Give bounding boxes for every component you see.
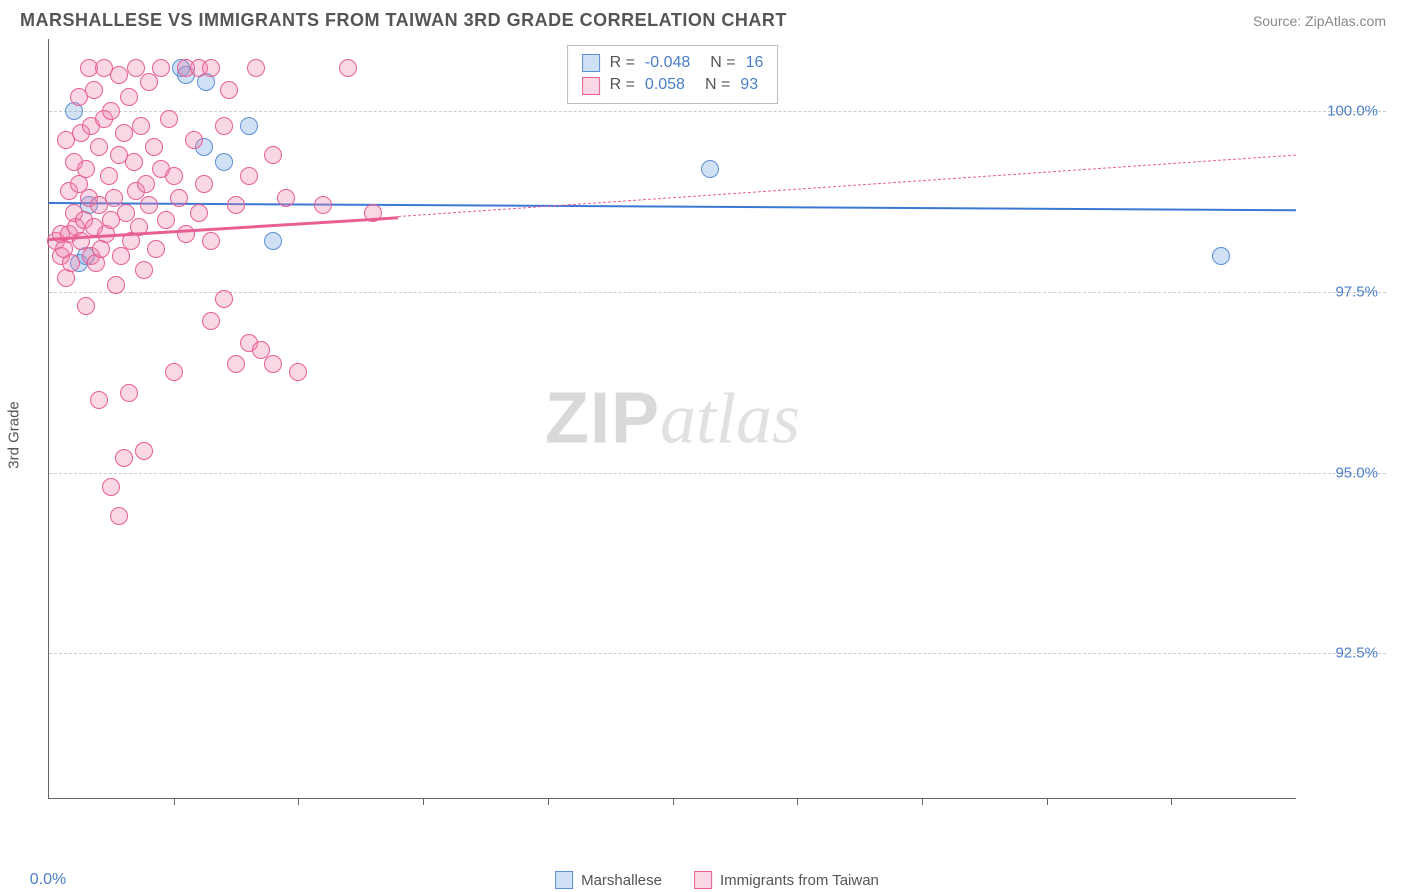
x-axis-min-label: 0.0% (30, 871, 66, 889)
gridline (49, 473, 1386, 474)
data-point (202, 59, 220, 77)
data-point (195, 175, 213, 193)
legend-item: Immigrants from Taiwan (694, 871, 879, 889)
data-point (165, 363, 183, 381)
data-point (202, 232, 220, 250)
plot-area: ZIPatlas R = -0.048N = 16R = 0.058N = 93… (48, 39, 1296, 799)
data-point (190, 204, 208, 222)
x-tick (298, 798, 299, 805)
data-point (289, 363, 307, 381)
source-label: Source: ZipAtlas.com (1253, 13, 1386, 29)
data-point (102, 478, 120, 496)
data-point (140, 73, 158, 91)
data-point (135, 261, 153, 279)
y-tick-label: 97.5% (1335, 284, 1378, 301)
data-point (100, 167, 118, 185)
data-point (152, 59, 170, 77)
data-point (277, 189, 295, 207)
data-point (339, 59, 357, 77)
y-tick-label: 95.0% (1335, 464, 1378, 481)
data-point (62, 254, 80, 272)
data-point (160, 110, 178, 128)
data-point (264, 146, 282, 164)
legend-item: Marshallese (555, 871, 662, 889)
data-point (1212, 247, 1230, 265)
data-point (115, 449, 133, 467)
data-point (102, 102, 120, 120)
data-point (120, 384, 138, 402)
data-point (314, 196, 332, 214)
data-point (85, 81, 103, 99)
x-tick (1171, 798, 1172, 805)
data-point (140, 196, 158, 214)
data-point (215, 153, 233, 171)
watermark: ZIPatlas (545, 377, 800, 460)
data-point (115, 124, 133, 142)
data-point (215, 290, 233, 308)
data-point (264, 355, 282, 373)
data-point (120, 88, 138, 106)
data-point (701, 160, 719, 178)
data-point (90, 391, 108, 409)
chart-area: 3rd Grade ZIPatlas R = -0.048N = 16R = 0… (48, 39, 1386, 831)
data-point (264, 232, 282, 250)
x-tick (1047, 798, 1048, 805)
data-point (240, 167, 258, 185)
gridline (49, 292, 1386, 293)
correlation-legend: R = -0.048N = 16R = 0.058N = 93 (567, 45, 779, 104)
data-point (227, 355, 245, 373)
x-tick (922, 798, 923, 805)
y-axis-label: 3rd Grade (6, 401, 23, 469)
data-point (110, 66, 128, 84)
x-tick (548, 798, 549, 805)
data-point (110, 507, 128, 525)
data-point (77, 160, 95, 178)
legend-row: R = 0.058N = 93 (582, 74, 764, 96)
data-point (220, 81, 238, 99)
data-point (240, 117, 258, 135)
data-point (247, 59, 265, 77)
x-tick (797, 798, 798, 805)
gridline (49, 653, 1386, 654)
data-point (125, 153, 143, 171)
data-point (185, 131, 203, 149)
data-point (132, 117, 150, 135)
data-point (177, 225, 195, 243)
data-point (165, 167, 183, 185)
series-legend: Marshallese Immigrants from Taiwan (555, 871, 879, 889)
data-point (135, 442, 153, 460)
data-point (145, 138, 163, 156)
data-point (137, 175, 155, 193)
data-point (227, 196, 245, 214)
data-point (77, 297, 95, 315)
x-tick (673, 798, 674, 805)
data-point (107, 276, 125, 294)
y-tick-label: 100.0% (1327, 103, 1378, 120)
data-point (170, 189, 188, 207)
data-point (90, 138, 108, 156)
data-point (147, 240, 165, 258)
x-tick (174, 798, 175, 805)
data-point (215, 117, 233, 135)
data-point (157, 211, 175, 229)
y-tick-label: 92.5% (1335, 645, 1378, 662)
data-point (202, 312, 220, 330)
x-tick (423, 798, 424, 805)
gridline (49, 111, 1386, 112)
legend-row: R = -0.048N = 16 (582, 52, 764, 74)
chart-title: MARSHALLESE VS IMMIGRANTS FROM TAIWAN 3R… (20, 10, 787, 31)
